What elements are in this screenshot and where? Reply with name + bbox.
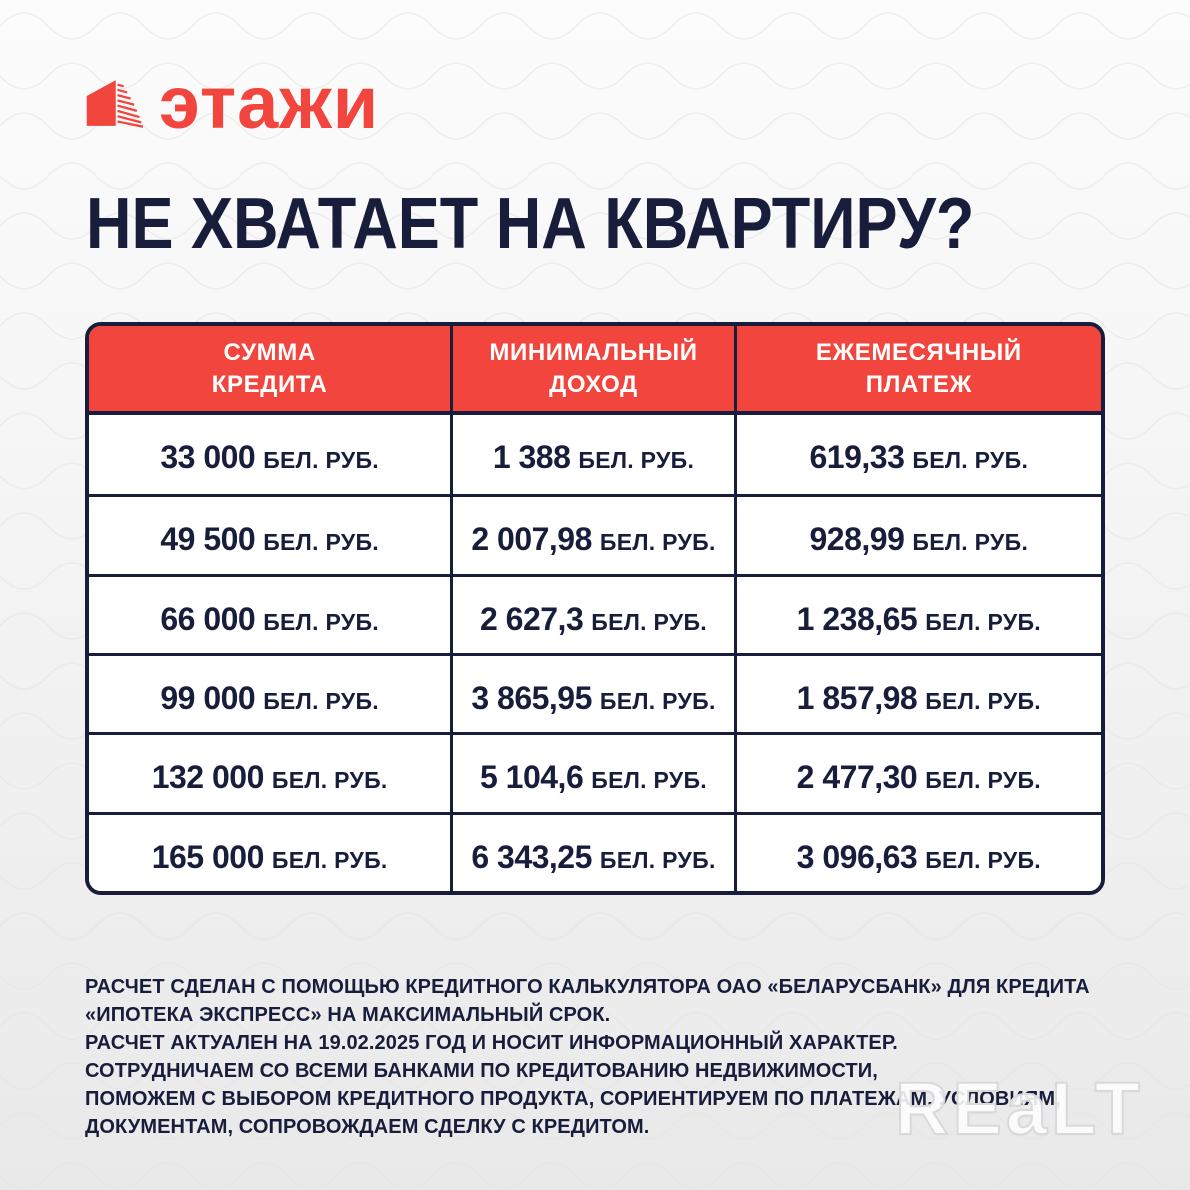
min-income-cell: 3 865,95 БЕЛ. РУБ. <box>453 653 737 733</box>
disclaimer-text: РАСЧЕТ СДЕЛАН С ПОМОЩЬЮ КРЕДИТНОГО КАЛЬК… <box>85 973 1145 1141</box>
monthly-payment-cell: 1 857,98 БЕЛ. РУБ. <box>736 653 1101 733</box>
min-income-cell: 1 388 БЕЛ. РУБ. <box>453 415 737 495</box>
min-income-cell: 6 343,25 БЕЛ. РУБ. <box>453 811 737 891</box>
disclaimer-line: «ИПОТЕКА ЭКСПРЕСС» НА МАКСИМАЛЬНЫЙ СРОК. <box>85 1004 611 1026</box>
monthly-payment-cell: 2 477,30 БЕЛ. РУБ. <box>736 732 1101 812</box>
monthly-payment-cell: 619,33 БЕЛ. РУБ. <box>736 415 1101 495</box>
disclaimer-line: РАСЧЕТ АКТУАЛЕН НА 19.02.2025 ГОД И НОСИ… <box>85 1032 898 1054</box>
disclaimer-line: РАСЧЕТ СДЕЛАН С ПОМОЩЬЮ КРЕДИТНОГО КАЛЬК… <box>85 976 1090 998</box>
disclaimer-line: ДОКУМЕНТАМ, СОПРОВОЖДАЕМ СДЕЛКУ С КРЕДИТ… <box>85 1116 650 1138</box>
credit-sum-cell: 33 000 БЕЛ. РУБ. <box>89 415 454 495</box>
page-title: НЕ ХВАТАЕТ НА КВАРТИРУ? <box>86 184 975 264</box>
brand-name: этажи <box>159 61 380 144</box>
column-header-min-income: МИНИМАЛЬНЫЙ ДОХОД <box>453 326 737 415</box>
column-header-monthly-payment: ЕЖЕМЕСЯЧНЫЙ ПЛАТЕЖ <box>736 326 1101 415</box>
min-income-cell: 5 104,6 БЕЛ. РУБ. <box>453 732 737 812</box>
monthly-payment-cell: 3 096,63 БЕЛ. РУБ. <box>736 811 1101 891</box>
credit-sum-cell: 165 000 БЕЛ. РУБ. <box>89 811 454 891</box>
monthly-payment-cell: 928,99 БЕЛ. РУБ. <box>736 494 1101 574</box>
credit-sum-cell: 66 000 БЕЛ. РУБ. <box>89 573 454 653</box>
disclaimer-line: СОТРУДНИЧАЕМ СО ВСЕМИ БАНКАМИ ПО КРЕДИТО… <box>85 1060 878 1082</box>
min-income-cell: 2 007,98 БЕЛ. РУБ. <box>453 494 737 574</box>
credit-sum-cell: 49 500 БЕЛ. РУБ. <box>89 494 454 574</box>
realt-watermark: REaLT <box>894 1067 1144 1150</box>
min-income-cell: 2 627,3 БЕЛ. РУБ. <box>453 573 737 653</box>
etazhi-logo: этажи <box>85 66 379 140</box>
credit-rates-table: СУММА КРЕДИТА МИНИМАЛЬНЫЙ ДОХОД ЕЖЕМЕСЯЧ… <box>85 322 1105 895</box>
monthly-payment-cell: 1 238,65 БЕЛ. РУБ. <box>736 573 1101 653</box>
disclaimer-line: ПОМОЖЕМ С ВЫБОРОМ КРЕДИТНОГО ПРОДУКТА, С… <box>85 1088 1061 1110</box>
column-header-credit-sum: СУММА КРЕДИТА <box>89 326 454 415</box>
credit-sum-cell: 132 000 БЕЛ. РУБ. <box>89 732 454 812</box>
credit-sum-cell: 99 000 БЕЛ. РУБ. <box>89 653 454 733</box>
building-icon <box>86 80 143 128</box>
